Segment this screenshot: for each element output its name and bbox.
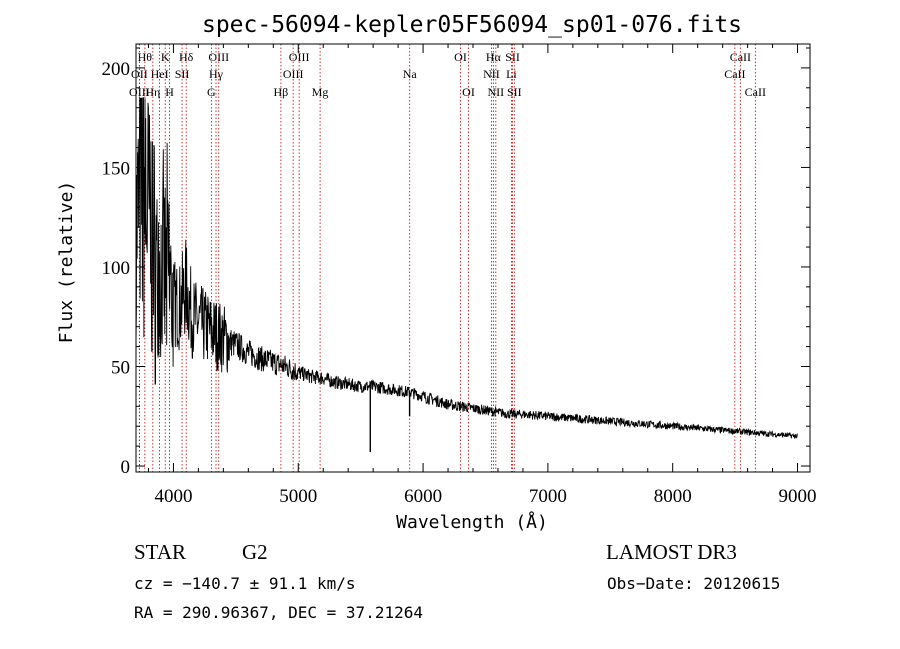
y-tick-label-50: 50: [111, 357, 130, 378]
x-tick-label-8000: 8000: [654, 486, 692, 507]
obs-date: Obs−Date: 20120615: [607, 574, 781, 593]
line-label-15: Mg: [312, 85, 329, 99]
line-label-17: OI: [454, 50, 467, 64]
line-label-1: OII: [131, 67, 148, 81]
line-label-19: Hα: [486, 50, 502, 64]
line-label-22: Li: [506, 67, 517, 81]
line-label-5: Hη: [145, 85, 160, 99]
line-label-3: K: [161, 50, 170, 64]
y-tick-label-0: 0: [121, 457, 131, 478]
line-label-23: NII: [488, 85, 505, 99]
line-label-25: CaII: [730, 50, 751, 64]
line-label-9: OIII: [208, 50, 229, 64]
coordinates: RA = 290.96367, DEC = 37.21264: [134, 603, 423, 622]
line-label-18: OI: [462, 85, 475, 99]
survey-name: LAMOST DR3: [606, 540, 737, 564]
object-subclass: G2: [242, 540, 268, 564]
line-label-12: OIII: [289, 50, 310, 64]
x-tick-label-6000: 6000: [404, 486, 442, 507]
line-label-26: CaII: [724, 67, 745, 81]
line-label-2: OIII: [129, 85, 150, 99]
line-label-14: Hβ: [274, 85, 289, 99]
line-label-4: HeI: [151, 67, 169, 81]
line-label-0: Hθ: [138, 50, 153, 64]
line-label-11: G: [207, 85, 216, 99]
line-label-21: NII: [483, 67, 500, 81]
x-tick-label-9000: 9000: [779, 486, 817, 507]
x-tick-label-5000: 5000: [279, 486, 317, 507]
spectrum-series: [135, 97, 798, 453]
line-label-6: SII: [175, 67, 190, 81]
redshift-text: cz = −140.7 ± 91.1 km/s: [134, 574, 356, 593]
axes: 4000 5000 6000 7000 8000 9000 0 50 100 150 200: [102, 44, 817, 507]
spectrum-line: [135, 97, 798, 439]
line-label-24: SII: [507, 85, 522, 99]
chart-title: spec-56094-kepler05F56094_sp01-076.fits: [202, 12, 742, 38]
line-label-13: OIII: [283, 67, 304, 81]
line-label-10: Hγ: [209, 67, 224, 81]
line-label-8: Hδ: [179, 50, 194, 64]
line-label-16: Na: [403, 67, 418, 81]
y-axis-label: Flux (relative): [56, 181, 77, 344]
y-tick-label-200: 200: [102, 59, 131, 80]
x-axis-label: Wavelength (Å): [396, 511, 548, 533]
x-tick-label-7000: 7000: [529, 486, 567, 507]
y-tick-label-100: 100: [102, 258, 131, 279]
x-tick-label-4000: 4000: [154, 486, 192, 507]
line-label-20: SII: [505, 50, 520, 64]
line-label-7: H: [165, 85, 174, 99]
object-class: STAR: [134, 540, 186, 564]
line-label-27: CaII: [745, 85, 766, 99]
y-tick-label-150: 150: [102, 158, 131, 179]
